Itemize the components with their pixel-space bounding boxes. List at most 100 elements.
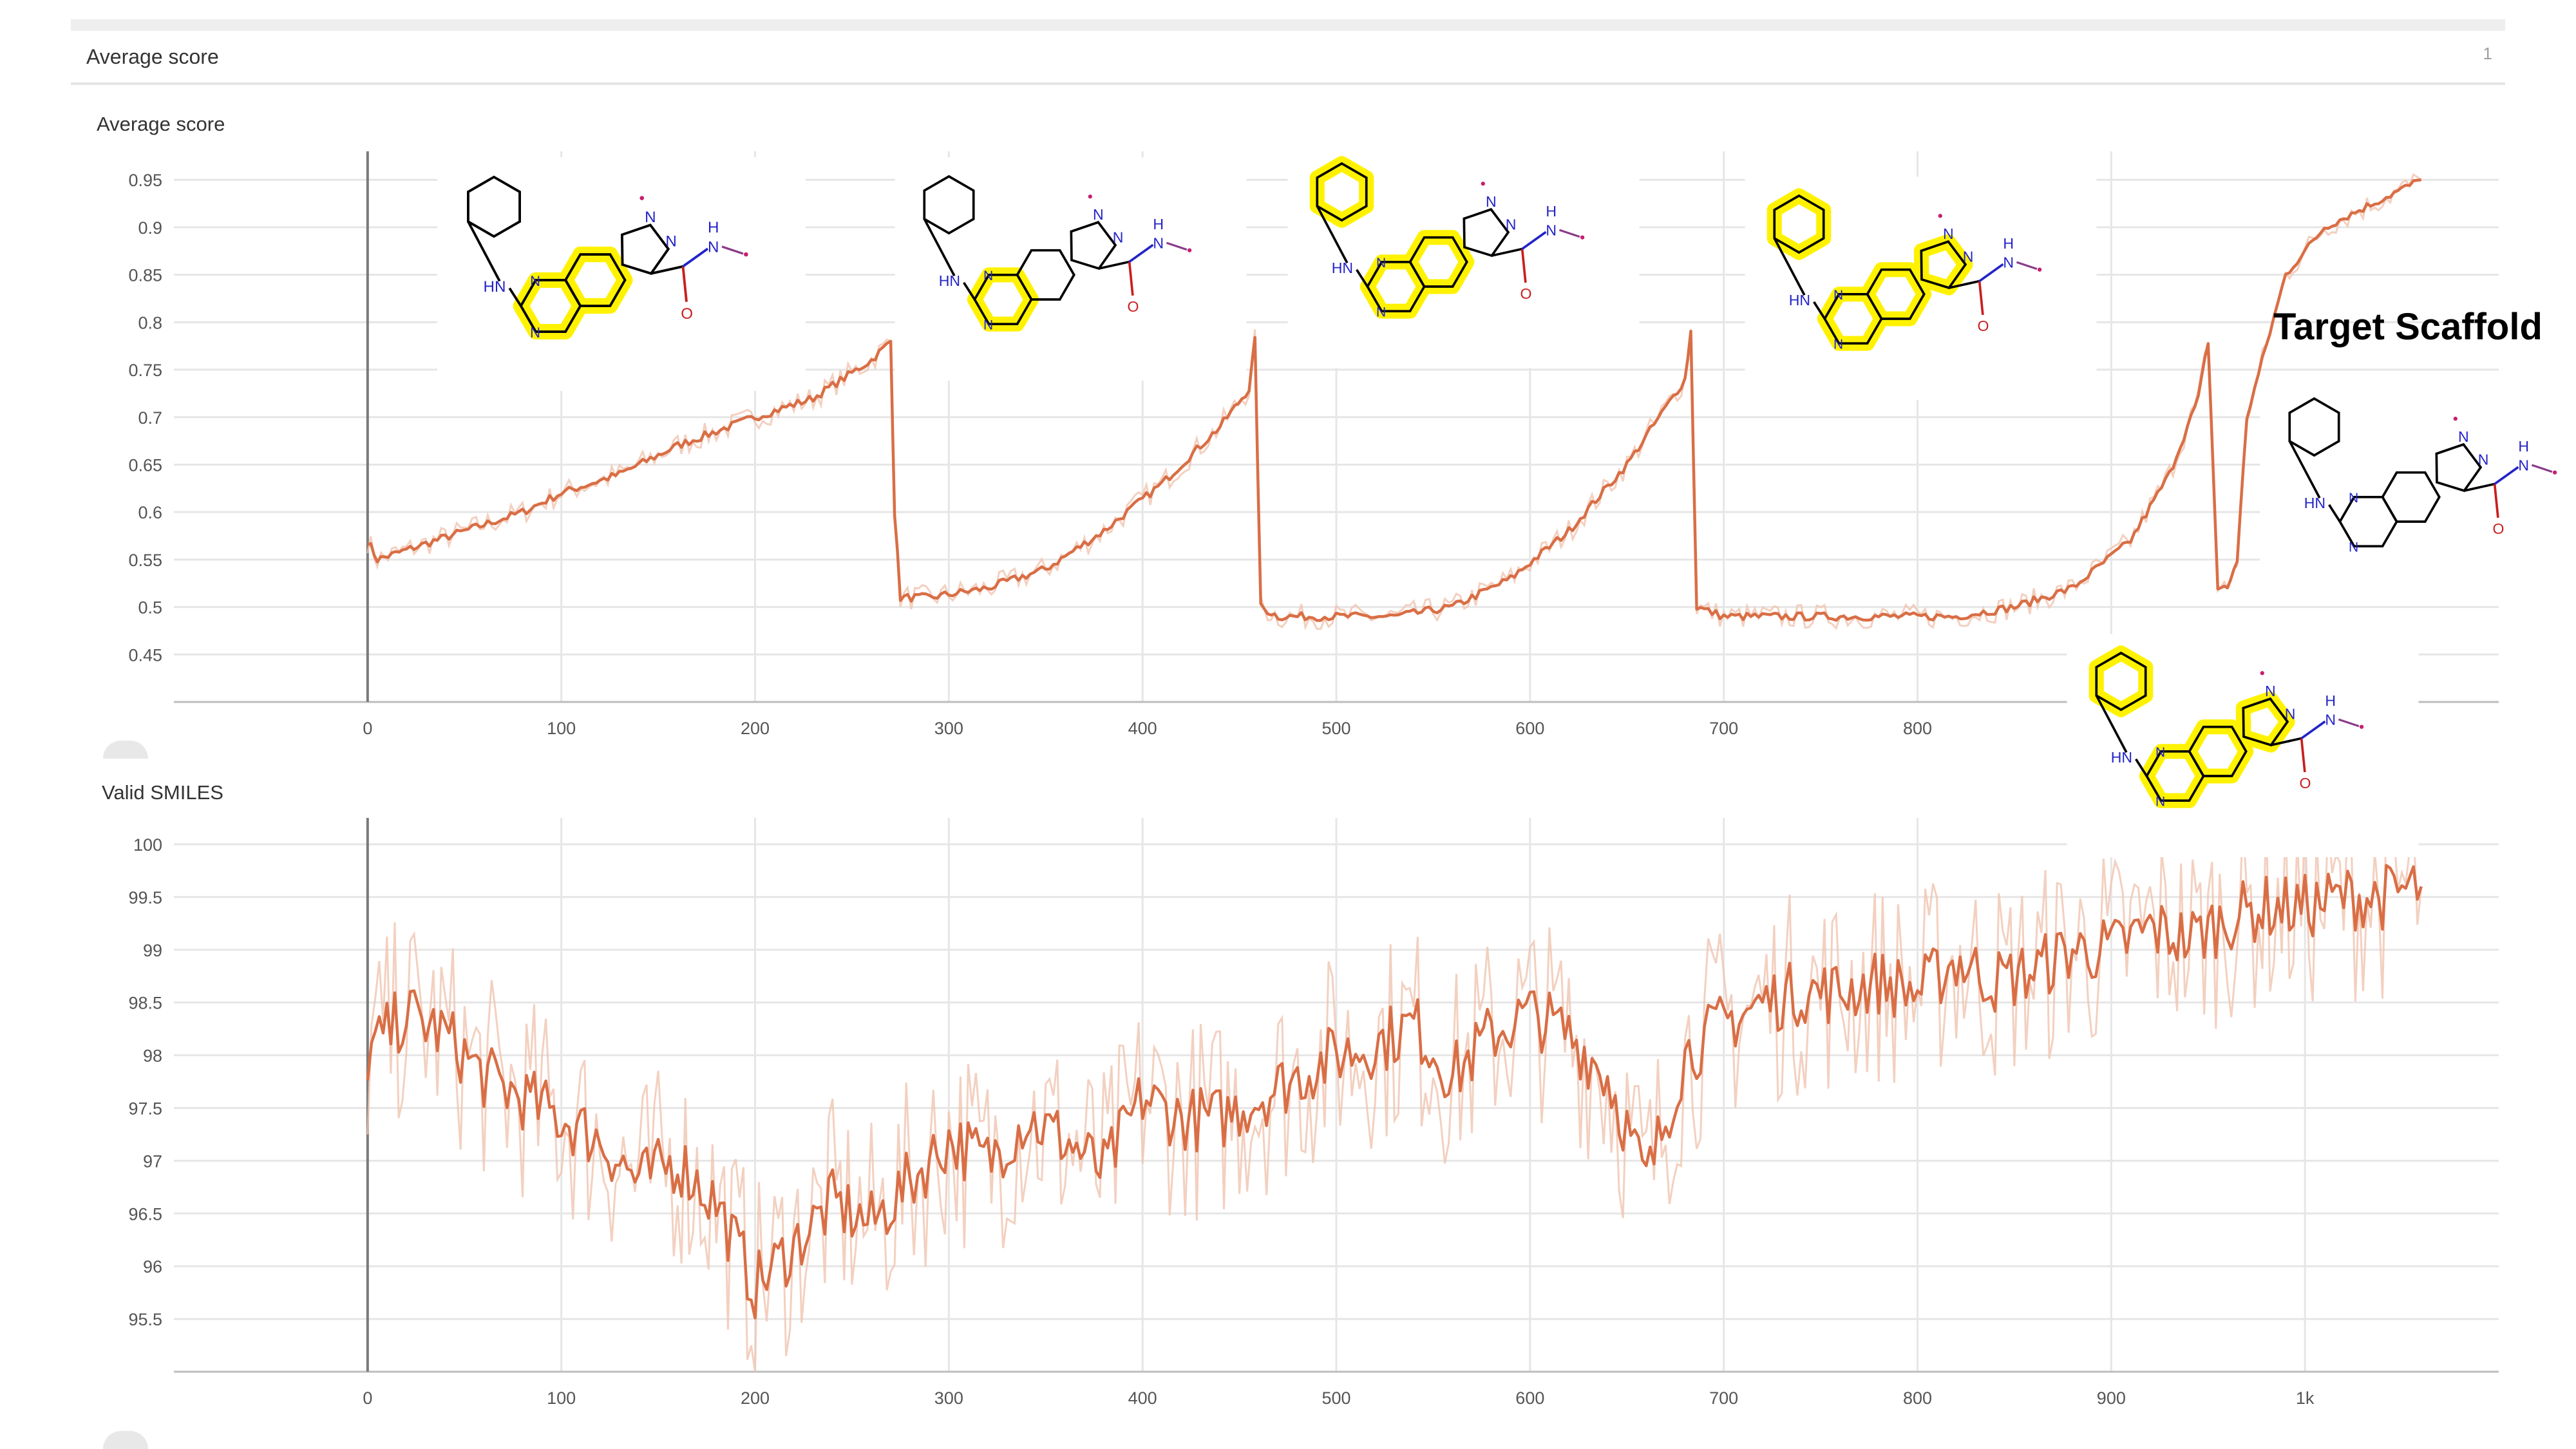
chart-scroll-handle[interactable] <box>103 741 148 759</box>
atom-label-o: O <box>2492 520 2504 537</box>
atom-label-n: N <box>1113 229 1124 245</box>
atom-label-o: O <box>2299 775 2311 791</box>
atom-label-n: N <box>1963 248 1974 265</box>
chart-title-valid-smiles: Valid SMILES <box>102 781 223 804</box>
atom-label-n: N <box>1376 256 1386 270</box>
amide-n-bond <box>682 247 709 268</box>
atom-label-o: O <box>681 305 693 323</box>
middle-ring <box>564 253 627 307</box>
amide-n-bond <box>1521 231 1547 250</box>
y-tick-label: 0.75 <box>128 361 162 380</box>
x-tick-label: 700 <box>1709 719 1738 738</box>
y-tick-label: 0.45 <box>128 645 162 665</box>
atom-label-h: H <box>708 219 719 236</box>
x-tick-label: 1k <box>2296 1388 2315 1408</box>
carbonyl-bond <box>1520 249 1527 283</box>
carbonyl-bond <box>1128 261 1134 296</box>
attachment-point <box>2260 671 2264 676</box>
y-tick-label: 0.6 <box>138 503 162 522</box>
attachment-point <box>1580 235 1585 240</box>
atom-label-n: N <box>2265 683 2276 699</box>
x-tick-label: 800 <box>1903 1388 1932 1408</box>
middle-ring <box>1016 249 1075 301</box>
nh-bond <box>963 281 976 300</box>
nh-bond <box>1813 301 1826 319</box>
phenyl-ring <box>467 175 521 238</box>
amide-bond <box>2271 737 2302 746</box>
chart-scroll-handle[interactable] <box>103 1431 148 1449</box>
atom-label-n: N <box>2349 540 2358 555</box>
x-tick-label: 400 <box>1128 719 1157 738</box>
attachment-point <box>2359 724 2364 729</box>
phenyl-ring <box>1773 194 1825 254</box>
amide-bond <box>1099 260 1130 270</box>
atom-label-hn: HN <box>484 278 506 296</box>
atom-label-n: N <box>2349 491 2358 506</box>
pyrazole-ring <box>1463 207 1510 258</box>
nh-bond <box>2095 695 2128 753</box>
x-tick-label: 900 <box>2097 1388 2126 1408</box>
y-tick-label: 0.7 <box>138 408 162 428</box>
x-tick-label: 700 <box>1709 1388 1738 1408</box>
attachment-point <box>1481 182 1485 186</box>
pyrazole-ring <box>1070 220 1117 270</box>
x-tick-label: 100 <box>547 719 576 738</box>
attachment-point <box>744 252 748 257</box>
carbonyl-bond <box>681 266 688 302</box>
atom-label-n: N <box>645 209 656 226</box>
amide-bond <box>1949 279 1980 289</box>
attachment-point <box>2453 417 2458 421</box>
section-count: 1 <box>2483 44 2492 63</box>
carbonyl-bond <box>2300 738 2306 773</box>
nh-bond <box>923 218 956 277</box>
amide-bond <box>650 265 683 275</box>
amide-bond <box>1492 247 1523 257</box>
atom-label-n: N <box>2478 451 2489 468</box>
atom-label-n: N <box>1093 206 1104 223</box>
atom-label-n: N <box>1833 337 1843 352</box>
atom-label-n: N <box>1943 225 1954 242</box>
atom-label-n: N <box>1376 305 1386 320</box>
target-scaffold-label: Target Scaffold <box>2273 306 2543 348</box>
y-tick-label: 0.85 <box>128 266 162 285</box>
attachment-point <box>1088 194 1092 199</box>
y-tick-label: 100 <box>133 835 162 855</box>
x-tick-label: 500 <box>1321 719 1350 738</box>
y-tick-label: 0.9 <box>138 218 162 238</box>
y-tick-label: 0.55 <box>128 551 162 570</box>
atom-label-h: H <box>2518 438 2529 455</box>
attachment-point <box>1938 214 1942 218</box>
x-tick-label: 200 <box>741 719 770 738</box>
atom-label-hn: HN <box>939 272 960 289</box>
x-tick-label: 600 <box>1515 1388 1544 1408</box>
attachment-point <box>2037 267 2042 272</box>
y-tick-label: 96 <box>143 1257 162 1276</box>
x-tick-label: 0 <box>363 719 372 738</box>
nh-bond <box>467 221 501 282</box>
nh-bond <box>2328 504 2341 522</box>
amide-n-bond <box>2494 466 2519 485</box>
nh-bond <box>2288 440 2321 499</box>
y-tick-label: 0.65 <box>128 455 162 475</box>
attachment-point <box>2552 470 2557 475</box>
attachment-bond <box>1558 229 1580 238</box>
nh-bond <box>1356 269 1368 287</box>
attachment-bond <box>721 245 744 255</box>
atom-label-n: N <box>708 239 719 256</box>
chart-title-average-score: Average score <box>97 113 225 135</box>
atom-label-n: N <box>2155 745 2165 760</box>
pyrazole-ring <box>2242 697 2289 747</box>
x-tick-label: 400 <box>1128 1388 1157 1408</box>
y-tick-label: 97 <box>143 1151 162 1171</box>
atom-label-n: N <box>530 325 540 341</box>
y-tick-label: 96.5 <box>128 1204 162 1224</box>
section-header[interactable]: Average score 1 <box>71 33 2505 85</box>
x-tick-label: 200 <box>741 1388 770 1408</box>
series-raw-line <box>366 817 2423 1372</box>
atom-label-h: H <box>1546 203 1557 220</box>
atom-label-hn: HN <box>1332 260 1353 276</box>
amide-n-bond <box>1978 263 2004 282</box>
